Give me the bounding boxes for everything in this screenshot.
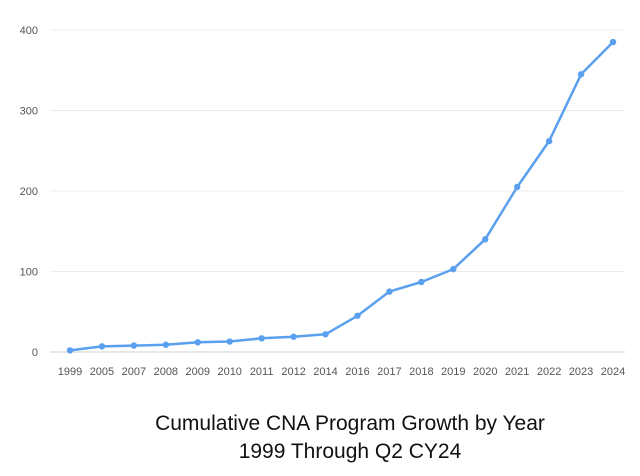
x-tick-label: 2019 xyxy=(441,366,465,378)
x-tick-label: 2010 xyxy=(217,366,241,378)
data-point xyxy=(386,288,393,295)
x-tick-label: 2012 xyxy=(281,366,305,378)
series-line-layer xyxy=(68,40,615,352)
x-tick-label: 2020 xyxy=(473,366,497,378)
data-point xyxy=(290,333,297,340)
data-point xyxy=(258,335,265,342)
data-points xyxy=(66,38,617,354)
x-tick-label: 2018 xyxy=(409,366,433,378)
data-point xyxy=(545,137,553,145)
x-tick-label: 2014 xyxy=(313,366,337,378)
y-tick-label: 200 xyxy=(20,186,38,198)
data-point xyxy=(513,183,521,191)
data-point xyxy=(98,343,106,350)
data-point xyxy=(609,38,617,46)
data-point xyxy=(482,236,489,243)
x-tick-label: 2007 xyxy=(122,366,146,378)
x-tick-label: 2023 xyxy=(569,366,593,378)
data-point xyxy=(322,331,329,338)
x-tick-label: 2009 xyxy=(186,366,210,378)
x-tick-label: 1999 xyxy=(58,366,82,378)
y-tick-label: 300 xyxy=(20,106,38,118)
data-point xyxy=(450,265,457,273)
series-line-0 xyxy=(68,40,615,352)
data-point xyxy=(226,338,233,345)
y-tick-label: 100 xyxy=(20,267,38,279)
data-point xyxy=(162,341,170,348)
chart-subtitle: 1999 Through Q2 CY24 xyxy=(238,440,462,463)
data-point xyxy=(194,339,201,346)
x-tick-label: 2022 xyxy=(537,366,561,378)
data-point xyxy=(66,347,74,354)
data-point xyxy=(418,278,425,286)
y-tick-label: 0 xyxy=(32,347,38,359)
chart-title: Cumulative CNA Program Growth by Year xyxy=(155,412,545,435)
chart-title-block: Cumulative CNA Program Growth by Year 19… xyxy=(0,410,640,466)
line-chart: 0 100 200 300 400 1999 2005 2007 2008 2009 2010 201… xyxy=(20,25,626,378)
y-tick-label: 400 xyxy=(20,25,38,37)
x-tick-label: 2017 xyxy=(377,366,401,378)
x-tick-label: 2016 xyxy=(345,366,369,378)
x-tick-label: 2021 xyxy=(505,366,529,378)
x-tick-label: 2011 xyxy=(250,366,274,378)
x-tick-label: 2008 xyxy=(154,366,178,378)
tick-labels: 0 100 200 300 400 1999 2005 2007 2008 2009 2010 201… xyxy=(20,25,626,378)
data-point xyxy=(577,71,585,78)
data-point xyxy=(130,342,138,349)
x-tick-label: 2024 xyxy=(601,366,625,378)
grid-lines xyxy=(50,29,625,272)
x-tick-label: 2005 xyxy=(90,366,114,378)
data-point xyxy=(354,312,361,319)
